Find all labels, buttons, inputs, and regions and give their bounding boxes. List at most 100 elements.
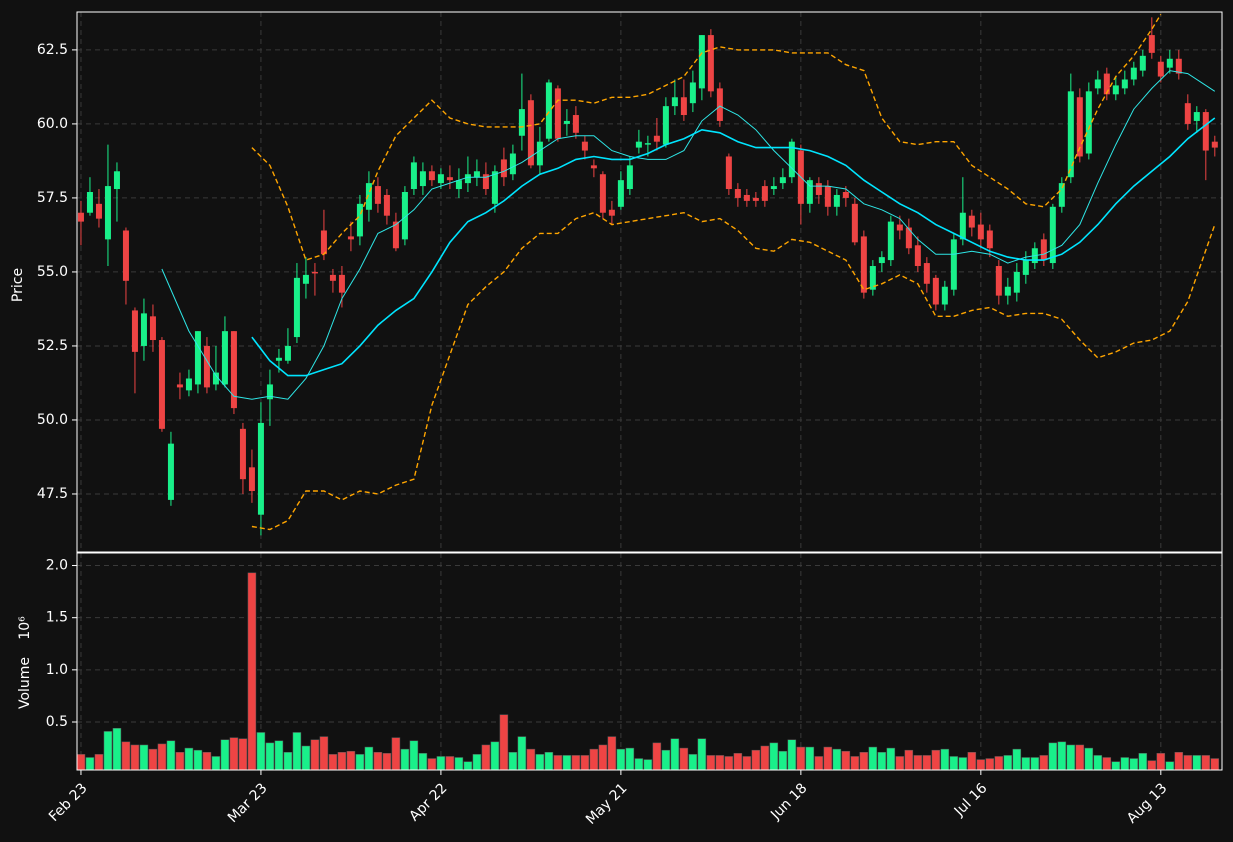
candle-body xyxy=(968,215,975,228)
candle-body xyxy=(995,266,1002,296)
candle-body xyxy=(383,194,390,216)
volume-bar xyxy=(1030,757,1040,771)
volume-bar xyxy=(274,740,284,771)
volume-bar xyxy=(346,750,356,771)
candle-body xyxy=(896,224,903,231)
candle-body xyxy=(275,357,282,361)
candle-body xyxy=(437,174,444,184)
candle-body xyxy=(923,263,930,284)
volume-bar xyxy=(1156,753,1166,771)
candle-body xyxy=(347,236,354,240)
candle-body xyxy=(1076,97,1083,157)
volume-bar xyxy=(1120,757,1130,771)
volume-bar xyxy=(760,745,770,771)
volume-bar xyxy=(886,747,896,771)
volume-bar xyxy=(1111,761,1121,771)
candle-body xyxy=(1139,55,1146,71)
volume-bar xyxy=(490,741,500,771)
y-tick-label: 60.0 xyxy=(37,116,68,132)
volume-bar xyxy=(1210,758,1220,771)
candle-body xyxy=(482,174,489,190)
candle-body xyxy=(815,183,822,195)
candle-body xyxy=(392,221,399,249)
candle-body xyxy=(662,106,669,145)
candle-body xyxy=(752,197,759,201)
candle-body xyxy=(635,141,642,148)
volume-bar xyxy=(1084,747,1094,771)
volume-bar xyxy=(481,744,491,771)
volume-bar xyxy=(409,740,419,771)
volume-bar xyxy=(472,754,482,771)
volume-bar xyxy=(589,748,599,771)
volume-bar xyxy=(742,756,752,771)
candle-body xyxy=(1157,61,1164,77)
volume-bar xyxy=(751,749,761,771)
candle-body xyxy=(509,153,516,175)
candle-body xyxy=(158,340,165,429)
volume-bar xyxy=(454,757,464,771)
volume-bar xyxy=(787,739,797,771)
volume-bar xyxy=(823,746,833,771)
volume-bar xyxy=(859,752,869,771)
volume-bar xyxy=(202,752,212,771)
candle-body xyxy=(626,165,633,190)
volume-bar xyxy=(256,732,266,771)
candle-body xyxy=(527,100,534,166)
candle-body xyxy=(878,257,885,264)
candle-body xyxy=(833,194,840,207)
candle-body xyxy=(716,88,723,121)
volume-bar xyxy=(526,748,536,771)
volume-bar xyxy=(1039,755,1049,771)
candle-body xyxy=(95,203,102,219)
volume-bar xyxy=(1012,748,1022,771)
y-tick-label: 55.0 xyxy=(37,264,68,280)
volume-bar xyxy=(841,750,851,771)
volume-bar xyxy=(1066,744,1076,771)
volume-bar xyxy=(292,732,302,771)
candle-body xyxy=(680,97,687,116)
candle-body xyxy=(860,236,867,293)
volume-bar xyxy=(499,714,509,771)
candle-body xyxy=(599,174,606,213)
volume-bar xyxy=(904,749,914,771)
candle-body xyxy=(518,109,525,136)
volume-bar xyxy=(1192,755,1202,771)
volume-bar xyxy=(427,758,437,771)
candle-body xyxy=(779,177,786,184)
volume-bar xyxy=(715,755,725,771)
volume-bar xyxy=(391,737,401,771)
y-tick-label: 1.0 xyxy=(46,662,68,678)
volume-bar xyxy=(661,749,671,771)
volume-bar xyxy=(1183,755,1193,771)
volume-bar xyxy=(1102,757,1112,771)
candle-body xyxy=(761,186,768,201)
volume-bar xyxy=(598,744,608,771)
candle-body xyxy=(1175,58,1182,74)
volume-bar xyxy=(301,745,311,771)
candle-body xyxy=(689,82,696,104)
candle-body xyxy=(410,162,417,190)
candle-body xyxy=(698,35,705,89)
volume-bar xyxy=(229,737,239,771)
volume-bar xyxy=(670,738,680,771)
candle-body xyxy=(1121,79,1128,89)
volume-bar xyxy=(193,749,203,771)
volume-offset-label: 10⁶ xyxy=(17,616,33,640)
volume-bar xyxy=(508,752,518,771)
candle-body xyxy=(1004,286,1011,296)
volume-bar xyxy=(166,740,176,771)
y-tick-label: 50.0 xyxy=(37,412,68,428)
candle-body xyxy=(1193,112,1200,121)
volume-bar xyxy=(130,744,140,771)
candle-body xyxy=(1130,67,1137,80)
candle-body xyxy=(131,310,138,352)
volume-bar xyxy=(148,748,158,771)
volume-bar xyxy=(355,754,365,771)
volume-bar xyxy=(607,736,617,771)
candle-body xyxy=(248,467,255,492)
volume-bar xyxy=(697,738,707,771)
candle-body xyxy=(311,271,318,274)
candle-body xyxy=(167,443,174,500)
volume-bar xyxy=(868,746,878,771)
candle-body xyxy=(140,313,147,346)
